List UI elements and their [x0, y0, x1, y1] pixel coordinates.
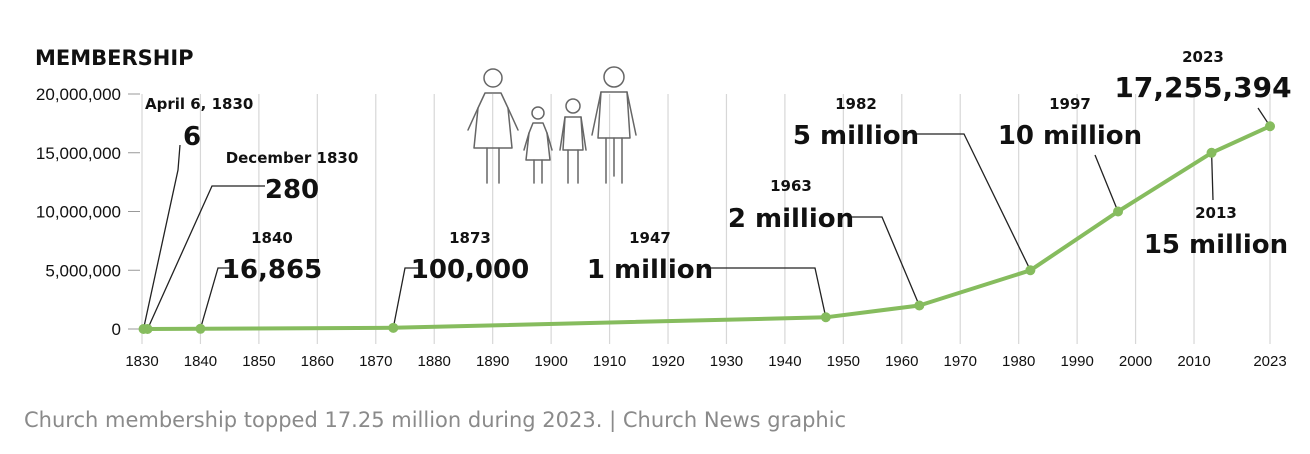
annotation-value: 5 million: [793, 121, 919, 151]
annotation-leader-line: [1210, 152, 1214, 201]
annotation-date: 1963: [770, 177, 812, 195]
annotation-leader-line: [392, 267, 420, 328]
x-tick-label: 1980: [1002, 353, 1035, 370]
x-tick-label: 1970: [944, 353, 977, 370]
data-points: [138, 121, 1275, 334]
x-tick-label: 1870: [359, 353, 392, 370]
data-point: [1206, 147, 1217, 158]
x-tick-label: 2000: [1119, 353, 1152, 370]
membership-line: [141, 124, 1272, 331]
data-point: [914, 300, 925, 311]
annotation-value: 2 million: [728, 204, 854, 234]
annotation-leader-line: [705, 267, 827, 318]
annotation-value: 15 million: [1144, 230, 1288, 260]
x-tick-label: 1830: [125, 353, 158, 370]
annotation-value: 6: [183, 122, 201, 152]
boy-figure-icon: [559, 98, 587, 184]
x-tick-label: 1910: [593, 353, 626, 370]
family-illustration: [467, 66, 637, 184]
y-tick-label: 10,000,000: [36, 203, 121, 222]
annotation-leader-line: [849, 216, 920, 306]
annotation-date: April 6, 1830: [145, 95, 253, 113]
data-point: [820, 312, 831, 323]
x-tick-label: 1990: [1060, 353, 1093, 370]
gridlines: [141, 94, 1271, 344]
annotation-value: 17,255,394: [1114, 71, 1291, 104]
man-figure-icon: [591, 66, 637, 184]
y-tick-label: 15,000,000: [36, 144, 121, 163]
data-point: [1113, 206, 1124, 217]
x-tick-label: 1850: [242, 353, 275, 370]
membership-chart: MEMBERSHIP 05,000: [35, 46, 1292, 370]
woman-figure-icon: [467, 68, 519, 184]
annotation-leader-line: [147, 185, 265, 330]
x-tick-label: 1940: [768, 353, 801, 370]
annotation-leader-line: [1094, 154, 1119, 212]
data-point: [1265, 121, 1275, 132]
data-point: [388, 322, 399, 333]
data-point: [142, 323, 153, 334]
x-tick-label: 1920: [651, 353, 684, 370]
annotation-date: 1840: [251, 229, 293, 247]
annotations: April 6, 1830 6 December 1830 280 1840 16,865…: [145, 48, 1292, 285]
chart-title: MEMBERSHIP: [35, 46, 194, 70]
x-tick-label: 1890: [476, 353, 509, 370]
annotation-date: 1873: [449, 229, 491, 247]
x-tick-label: 2023: [1253, 353, 1286, 370]
annotation-value: 10 million: [998, 121, 1142, 151]
caption: Church membership topped 17.25 million d…: [24, 408, 847, 432]
x-axis: 1830 1840 1850 1860 1870 1880 1890 1900 1910 1920…: [125, 353, 1286, 370]
annotation-leader-line: [913, 133, 1031, 271]
x-tick-label: 1880: [418, 353, 451, 370]
annotation-leader-line: [142, 144, 181, 330]
annotation-date: 1997: [1049, 95, 1091, 113]
annotation-value: 100,000: [411, 255, 529, 285]
data-point: [1025, 265, 1036, 276]
x-tick-label: 2010: [1177, 353, 1210, 370]
annotation-leaders: [142, 107, 1271, 330]
y-axis: 0 5,000,000 10,000,000 15,000,000 20,000,000: [36, 85, 140, 339]
x-tick-label: 1960: [885, 353, 918, 370]
annotation-value: 280: [265, 175, 319, 205]
x-tick-label: 1930: [710, 353, 743, 370]
annotation-value: 16,865: [222, 255, 322, 285]
annotation-date: December 1830: [226, 149, 359, 167]
girl-figure-icon: [523, 106, 553, 184]
annotation-date: 1947: [629, 229, 671, 247]
x-tick-label: 1900: [534, 353, 567, 370]
annotation-value: 1 million: [587, 255, 713, 285]
y-tick-label: 5,000,000: [45, 261, 121, 280]
annotation-date: 1982: [835, 95, 877, 113]
x-tick-label: 1860: [301, 353, 334, 370]
x-tick-label: 1840: [184, 353, 217, 370]
annotation-leader-line: [199, 267, 232, 329]
x-tick-label: 1950: [827, 353, 860, 370]
y-tick-label: 20,000,000: [36, 85, 121, 104]
annotation-date: 2023: [1182, 48, 1224, 66]
data-point: [195, 323, 206, 334]
y-tick-label: 0: [112, 320, 121, 339]
annotation-date: 2013: [1195, 204, 1237, 222]
